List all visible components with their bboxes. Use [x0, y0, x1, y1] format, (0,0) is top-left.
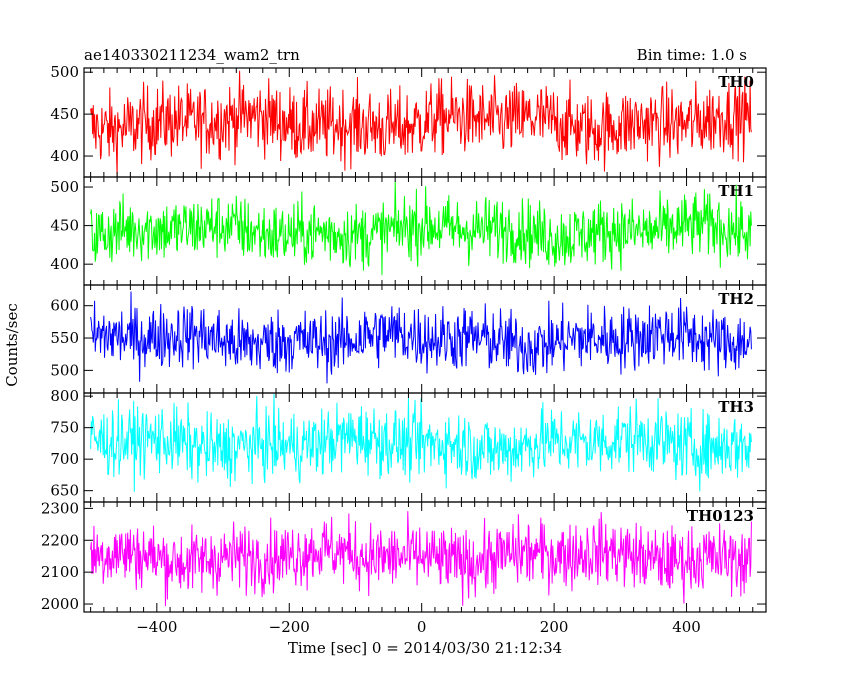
y-axis-label: Counts/sec	[3, 303, 21, 387]
panel-label-th1: TH1	[718, 182, 754, 200]
y-tick-label: 550	[50, 329, 79, 347]
panel-label-th0: TH0	[718, 73, 754, 91]
y-tick-label: 500	[50, 178, 79, 196]
y-tick-label: 650	[50, 482, 79, 500]
y-tick-label: 600	[50, 297, 79, 315]
y-tick-label: 750	[50, 419, 79, 437]
y-tick-label: 400	[50, 255, 79, 273]
y-tick-label: 2000	[41, 595, 79, 613]
panel-label-th0123: TH0123	[687, 507, 754, 525]
y-tick-label: 2200	[41, 531, 79, 549]
x-tick-label: −400	[136, 618, 177, 636]
y-tick-label: 400	[50, 147, 79, 165]
panel-frame-th0123	[83, 501, 767, 613]
series-line-th0	[90, 70, 752, 178]
x-tick-label: 400	[672, 618, 701, 636]
y-tick-label: 500	[50, 361, 79, 379]
panel-label-th2: TH2	[718, 290, 754, 308]
y-tick-label: 800	[50, 387, 79, 405]
x-tick-label: 200	[540, 618, 569, 636]
y-tick-label: 500	[50, 63, 79, 81]
y-tick-label: 450	[50, 105, 79, 123]
series-line-th2	[90, 291, 752, 384]
series-line-th3	[90, 393, 752, 492]
x-axis-label: Time [sec] 0 = 2014/03/30 21:12:34	[288, 639, 562, 657]
y-tick-label: 2100	[41, 563, 79, 581]
series-line-th0123	[90, 511, 752, 607]
y-tick-label: 2300	[41, 499, 79, 517]
chart-title: ae140330211234_wam2_trn	[84, 46, 300, 64]
y-tick-label: 700	[50, 450, 79, 468]
x-tick-label: 0	[417, 618, 427, 636]
panels: 400 450 500 TH0 400 450 500 TH1 500 550 600 TH2 650 7…	[41, 63, 767, 636]
x-tick-label: −200	[269, 618, 310, 636]
panel-label-th3: TH3	[718, 398, 754, 416]
bin-time-label: Bin time: 1.0 s	[637, 46, 747, 64]
y-tick-label: 450	[50, 217, 79, 235]
series-line-th1	[90, 181, 752, 276]
